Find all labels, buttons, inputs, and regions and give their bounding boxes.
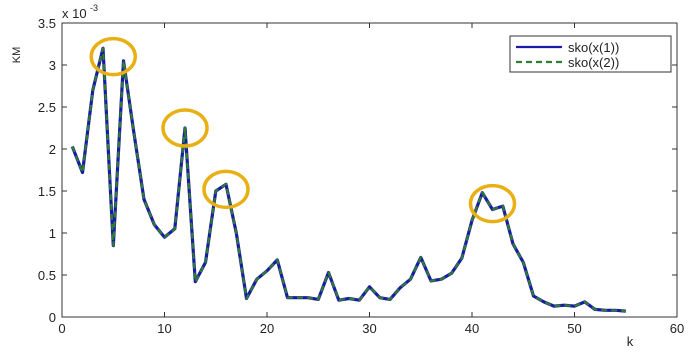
legend: sko(x(1))sko(x(2)) xyxy=(509,35,672,73)
series-line-1 xyxy=(70,46,626,313)
y-tick-label: 2.5 xyxy=(38,100,56,115)
x-tick-label: 20 xyxy=(260,321,274,336)
x-tick-label: 40 xyxy=(465,321,479,336)
highlight-circle-1 xyxy=(89,36,137,77)
x-axis-label: k xyxy=(627,334,634,349)
y-tick-label: 0 xyxy=(49,310,56,325)
y-scale-exponent: -3 xyxy=(90,3,98,13)
legend-label-2: sko(x(2)) xyxy=(568,55,619,70)
axes: 0 10 20 30 40 50 60 0 0.5 1 1.5 2 2.5 3 3.5 k KM x 10 -3 xyxy=(11,3,684,349)
highlight-circle-2 xyxy=(161,108,209,148)
y-tick-label: 1.5 xyxy=(38,184,56,199)
series-lines xyxy=(70,46,626,313)
x-tick-label: 60 xyxy=(670,321,684,336)
y-scale-label: x 10 xyxy=(62,6,87,21)
y-axis-label: KM xyxy=(11,47,23,64)
legend-label-1: sko(x(1)) xyxy=(568,40,619,55)
y-tick-label: 3.5 xyxy=(38,16,56,31)
x-tick-label: 50 xyxy=(567,321,581,336)
legend-box xyxy=(509,35,672,73)
highlight-circle-4 xyxy=(468,183,517,224)
annotations xyxy=(89,36,517,224)
x-tick-label: 30 xyxy=(362,321,376,336)
y-tick-label: 1 xyxy=(49,226,56,241)
highlight-circle-3 xyxy=(202,169,250,210)
y-tick-label: 2 xyxy=(49,142,56,157)
series-line-2 xyxy=(71,47,626,313)
y-tick-label: 0.5 xyxy=(38,268,56,283)
x-tick-label: 10 xyxy=(157,321,171,336)
y-tick-label: 3 xyxy=(49,58,56,73)
x-tick-label: 0 xyxy=(58,321,65,336)
